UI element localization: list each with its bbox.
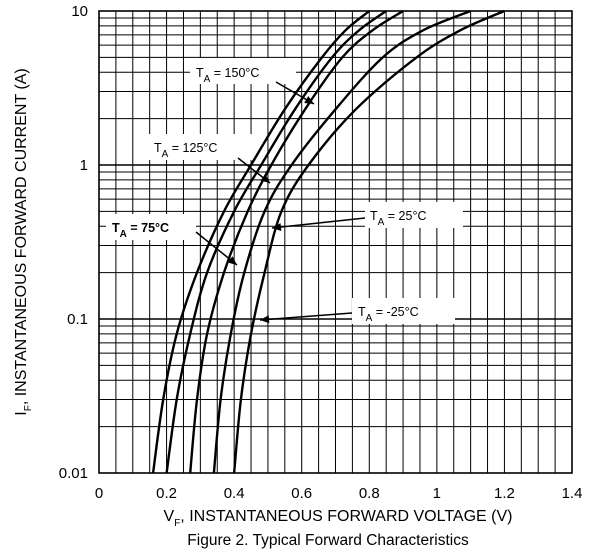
annotation-subscript: A xyxy=(120,229,127,240)
annotation-symbol: T xyxy=(154,141,162,155)
y-tick-label: 0.01 xyxy=(59,465,88,482)
curve-25c xyxy=(212,9,472,474)
annotation-25c: TA = 25°C xyxy=(271,202,463,231)
annotation-background xyxy=(365,202,463,228)
annotation-arrowhead xyxy=(272,223,282,231)
x-tick-label: 0.2 xyxy=(156,485,177,502)
annotation-background xyxy=(190,58,296,84)
grid-minor-lines xyxy=(99,11,572,473)
figure-caption: Figure 2. Typical Forward Characteristic… xyxy=(187,532,469,549)
annotation-value: = 75°C xyxy=(127,221,169,235)
annotation-label: TA = 125°C xyxy=(154,141,217,160)
x-tick-label: 1.2 xyxy=(494,485,515,502)
x-tick-label: 0.6 xyxy=(291,485,312,502)
annotation-arrowhead xyxy=(304,96,314,104)
x-axis-label: VF, INSTANTANEOUS FORWARD VOLTAGE (V) xyxy=(164,508,513,529)
x-tick-label: 0 xyxy=(95,485,103,502)
annotation-label: TA = 25°C xyxy=(370,209,427,228)
curve-125c xyxy=(165,10,387,474)
curve-150c xyxy=(151,10,371,474)
annotation-minus25c: TA = -25°C xyxy=(259,298,455,324)
annotation-subscript: A xyxy=(162,149,169,160)
annotation-arrowhead xyxy=(227,256,237,265)
annotation-value: = 25°C xyxy=(384,209,426,223)
y-axis-label: IF, INSTANTANEOUS FORWARD CURRENT (A) xyxy=(13,68,34,415)
annotation-arrowhead xyxy=(260,315,270,324)
y-tick-labels: 0.01 0.1 1 10 xyxy=(59,3,88,482)
annotation-background xyxy=(352,298,455,324)
annotation-label: TA = -25°C xyxy=(358,305,419,324)
y-tick-label: 10 xyxy=(71,3,88,20)
annotation-label: TA = 150°C xyxy=(196,66,259,85)
annotation-arrow-line xyxy=(259,312,353,321)
annotation-arrow-line xyxy=(271,217,366,229)
y-tick-label: 0.1 xyxy=(67,311,88,328)
grid-major-lines xyxy=(99,164,572,320)
x-tick-label: 1 xyxy=(433,485,441,502)
annotation-group: TA = 150°CTA = 125°CTA = 75°CTA = 25°CTA… xyxy=(106,58,463,324)
annotation-label: TA = 75°C xyxy=(112,221,169,240)
curve-group xyxy=(151,9,505,474)
annotation-symbol: T xyxy=(112,221,120,235)
annotation-value: = 125°C xyxy=(168,141,217,155)
x-tick-labels: 0 0.2 0.4 0.6 0.8 1 1.2 1.4 xyxy=(95,485,583,502)
annotation-75c: TA = 75°C xyxy=(106,214,238,266)
curve-minus25c xyxy=(232,9,505,474)
annotation-value: = -25°C xyxy=(372,305,418,319)
annotation-150c: TA = 150°C xyxy=(190,58,315,105)
annotation-background xyxy=(148,134,252,160)
annotation-125c: TA = 125°C xyxy=(148,134,271,184)
annotation-arrowhead xyxy=(260,174,270,183)
annotation-symbol: T xyxy=(196,66,204,80)
annotation-background xyxy=(106,214,196,240)
x-tick-label: 1.4 xyxy=(562,485,583,502)
annotation-value: = 150°C xyxy=(210,66,259,80)
plot-frame xyxy=(98,10,573,474)
x-tick-label: 0.8 xyxy=(359,485,380,502)
annotation-symbol: T xyxy=(358,305,366,319)
annotation-subscript: A xyxy=(366,313,373,324)
y-tick-label: 1 xyxy=(80,157,88,174)
annotation-subscript: A xyxy=(378,217,385,228)
curve-75c xyxy=(189,9,404,474)
annotation-subscript: A xyxy=(204,74,211,85)
annotation-symbol: T xyxy=(370,209,378,223)
x-tick-label: 0.4 xyxy=(224,485,245,502)
